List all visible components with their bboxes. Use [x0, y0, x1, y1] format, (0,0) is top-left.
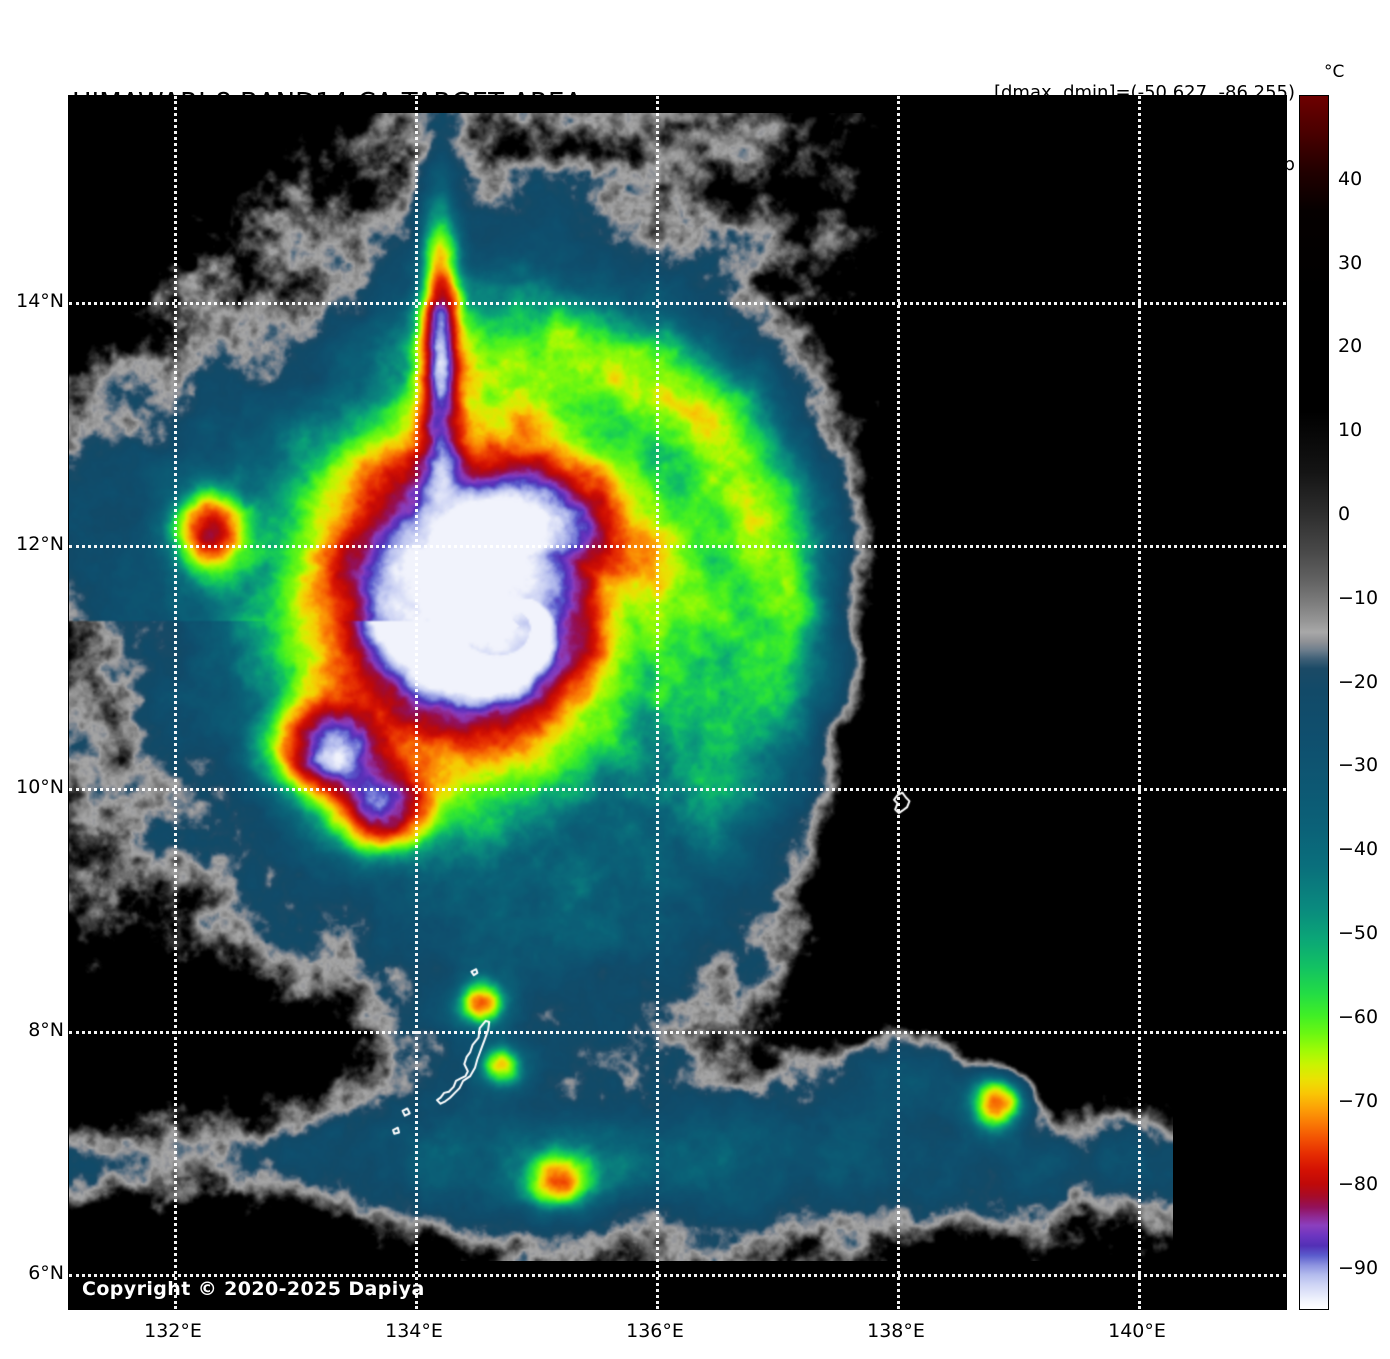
gridline-lat-6 — [69, 1274, 1286, 1277]
x-axis-tick-138: 138°E — [867, 1320, 925, 1342]
colorbar-tick-0: 0 — [1338, 502, 1351, 525]
x-axis-tick-140: 140°E — [1108, 1320, 1166, 1342]
colorbar-tick--70: −70 — [1338, 1089, 1379, 1112]
x-axis-tick-136: 136°E — [626, 1320, 684, 1342]
y-axis-tick-6: 6°N — [28, 1262, 64, 1284]
colorbar-tick-20: 20 — [1338, 335, 1363, 358]
copyright-text: Copyright © 2020-2025 Dapiya — [82, 1278, 425, 1300]
gridline-lon-140 — [1138, 96, 1141, 1309]
colorbar-tick-10: 10 — [1338, 419, 1363, 442]
x-axis-tick-132: 132°E — [144, 1320, 202, 1342]
satellite-plot-area[interactable] — [68, 95, 1287, 1310]
colorbar-unit-label: °C — [1324, 62, 1345, 82]
y-axis-tick-10: 10°N — [16, 776, 64, 798]
gridline-lat-14 — [69, 302, 1286, 305]
y-axis-tick-8: 8°N — [28, 1019, 64, 1041]
temperature-colorbar[interactable] — [1299, 95, 1329, 1310]
colorbar-tick--40: −40 — [1338, 838, 1379, 861]
gridline-lat-12 — [69, 545, 1286, 548]
colorbar-tick--50: −50 — [1338, 921, 1379, 944]
y-axis-tick-14: 14°N — [16, 290, 64, 312]
gridline-lat-10 — [69, 788, 1286, 791]
gridline-lon-138 — [897, 96, 900, 1309]
colorbar-tick--10: −10 — [1338, 586, 1379, 609]
colorbar-tick--80: −80 — [1338, 1173, 1379, 1196]
colorbar-tick-30: 30 — [1338, 251, 1363, 274]
gridline-lat-8 — [69, 1031, 1286, 1034]
y-axis-tick-12: 12°N — [16, 533, 64, 555]
satellite-imagery-canvas — [69, 113, 1173, 1261]
colorbar-tick--60: −60 — [1338, 1005, 1379, 1028]
gridline-lon-132 — [174, 96, 177, 1309]
colorbar-tick--30: −30 — [1338, 754, 1379, 777]
colorbar-tick-40: 40 — [1338, 167, 1363, 190]
gridline-lon-136 — [656, 96, 659, 1309]
x-axis-tick-134: 134°E — [385, 1320, 443, 1342]
gridline-lon-134 — [415, 96, 418, 1309]
colorbar-tick--20: −20 — [1338, 670, 1379, 693]
colorbar-tick--90: −90 — [1338, 1257, 1379, 1280]
